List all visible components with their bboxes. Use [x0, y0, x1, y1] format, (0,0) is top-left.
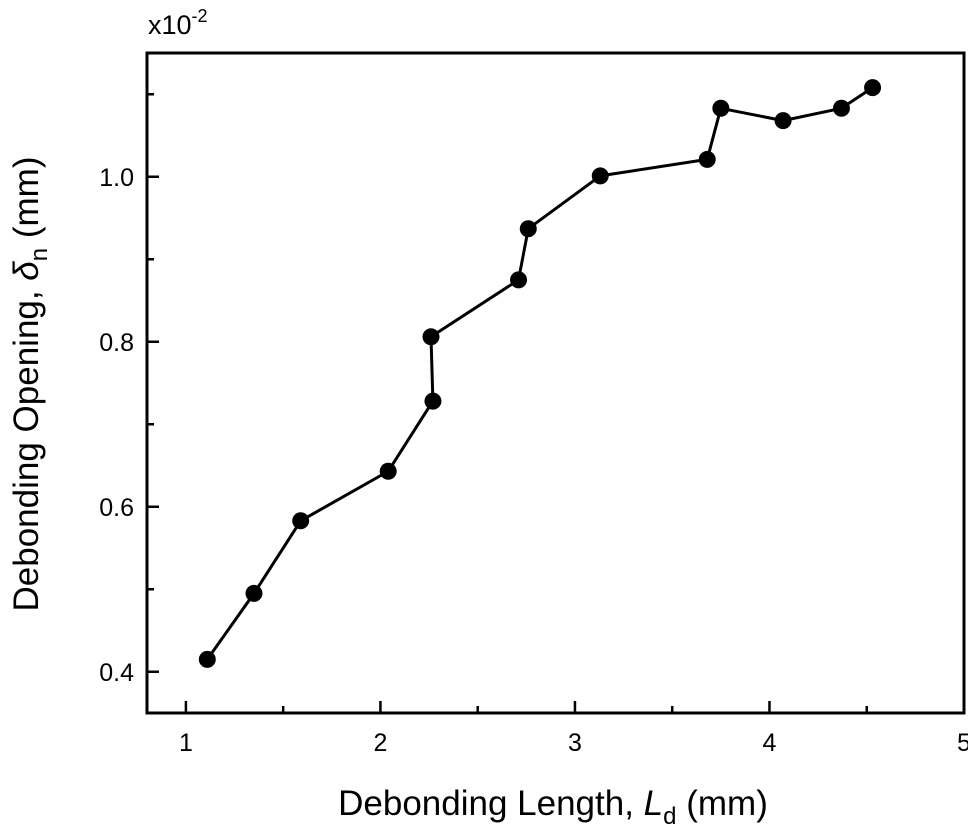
y-multiplier-base: x10	[148, 10, 192, 40]
data-point	[292, 512, 310, 530]
x-axis-title: Debonding Length, Ld (mm)	[338, 784, 768, 830]
y-tick-label: 0.8	[99, 329, 134, 357]
x-tick-label: 3	[568, 729, 582, 757]
data-point	[379, 462, 397, 480]
x-axis-title-unit: (mm)	[677, 784, 768, 823]
y-axis-title-main: Debonding Opening,	[7, 281, 46, 612]
x-tick-label: 1	[179, 729, 193, 757]
data-point	[510, 271, 528, 289]
y-axis-ticks	[147, 93, 159, 673]
x-tick-label: 2	[373, 729, 387, 757]
x-tick-label: 4	[763, 729, 777, 757]
x-tick-label: 5	[957, 729, 968, 757]
data-point	[245, 584, 263, 602]
data-point	[832, 99, 850, 117]
data-point	[591, 167, 609, 185]
plot-frame	[145, 51, 966, 715]
y-axis-title-symbol: δ	[7, 261, 46, 281]
series-line	[206, 86, 874, 661]
y-axis-title-subscript: n	[26, 248, 53, 261]
data-point	[424, 392, 442, 410]
y-multiplier-exponent: -2	[192, 6, 208, 26]
data-point	[198, 650, 216, 668]
x-axis-ticks	[184, 701, 966, 713]
y-tick-label: 0.6	[99, 494, 134, 522]
series-points	[198, 79, 882, 668]
data-point	[698, 150, 716, 168]
y-tick-labels: 0.4 0.6 0.8 1.0	[99, 164, 134, 687]
data-point	[864, 79, 882, 97]
y-axis-title-unit: (mm)	[7, 157, 46, 248]
y-multiplier-label: x10-2	[148, 6, 208, 40]
data-point	[519, 220, 537, 238]
data-point	[712, 99, 730, 117]
x-tick-labels: 1 2 3 4 5	[179, 729, 968, 757]
y-tick-label: 1.0	[99, 164, 134, 192]
series-line-group	[206, 86, 874, 661]
x-axis-title-symbol: L	[644, 784, 663, 823]
x-axis-title-subscript: d	[663, 803, 676, 830]
x-axis-title-main: Debonding Length,	[338, 784, 644, 823]
y-tick-label: 0.4	[99, 659, 134, 687]
data-point	[422, 328, 440, 346]
y-axis-title: Debonding Opening, δn (mm)	[7, 157, 53, 612]
data-point	[774, 112, 792, 130]
